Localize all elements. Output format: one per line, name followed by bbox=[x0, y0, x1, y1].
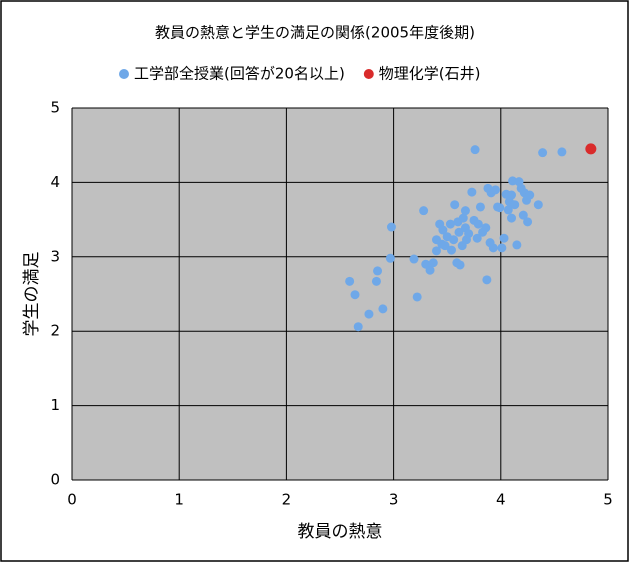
x-tick-label: 3 bbox=[389, 491, 399, 509]
x-tick-label: 2 bbox=[282, 491, 292, 509]
legend-marker bbox=[119, 69, 129, 79]
chart-title: 教員の熱意と学生の満足の関係(2005年度後期) bbox=[155, 24, 475, 42]
scatter-point bbox=[431, 246, 441, 256]
scatter-point bbox=[533, 200, 543, 210]
scatter-point bbox=[507, 213, 517, 223]
y-tick-label: 5 bbox=[50, 99, 60, 117]
scatter-point bbox=[497, 243, 507, 253]
y-axis-label: 学生の満足 bbox=[22, 252, 42, 337]
scatter-point bbox=[409, 254, 419, 264]
scatter-point bbox=[512, 240, 522, 250]
scatter-point bbox=[482, 275, 492, 285]
scatter-point bbox=[412, 292, 422, 302]
scatter-point bbox=[373, 266, 383, 276]
scatter-point bbox=[385, 253, 395, 263]
x-tick-label: 4 bbox=[496, 491, 506, 509]
scatter-point bbox=[450, 200, 460, 210]
y-tick-label: 1 bbox=[50, 396, 60, 414]
scatter-point bbox=[467, 187, 477, 197]
scatter-point bbox=[386, 222, 396, 232]
scatter-point bbox=[464, 229, 474, 239]
y-tick-label: 3 bbox=[50, 247, 60, 265]
scatter-point bbox=[510, 200, 520, 210]
scatter-point bbox=[470, 145, 480, 155]
plot-area bbox=[72, 108, 608, 480]
scatter-point bbox=[518, 210, 528, 220]
scatter-point bbox=[437, 239, 447, 249]
x-tick-label: 5 bbox=[603, 491, 613, 509]
scatter-point bbox=[490, 185, 500, 195]
scatter-point bbox=[472, 233, 482, 243]
scatter-point bbox=[364, 309, 374, 319]
scatter-point bbox=[438, 225, 448, 235]
y-tick-label: 2 bbox=[50, 322, 60, 340]
y-tick-label: 0 bbox=[50, 471, 60, 489]
legend-label: 工学部全授業(回答が20名以上) bbox=[134, 65, 345, 83]
scatter-point bbox=[378, 304, 388, 314]
scatter-point bbox=[475, 202, 485, 212]
x-axis-label: 教員の熱意 bbox=[298, 522, 383, 542]
scatter-point bbox=[525, 190, 535, 200]
scatter-point bbox=[353, 322, 363, 332]
scatter-point bbox=[460, 206, 470, 216]
scatter-point bbox=[488, 243, 498, 253]
scatter-point bbox=[449, 235, 459, 245]
x-tick-label: 1 bbox=[174, 491, 184, 509]
scatter-point bbox=[495, 203, 505, 213]
scatter-point bbox=[499, 233, 509, 243]
scatter-point bbox=[585, 143, 597, 155]
scatter-point bbox=[557, 147, 567, 157]
scatter-point bbox=[523, 217, 533, 227]
scatter-point bbox=[371, 276, 381, 286]
scatter-point bbox=[345, 276, 355, 286]
scatter-point bbox=[350, 290, 360, 300]
scatter-point bbox=[446, 245, 456, 255]
legend-marker bbox=[363, 69, 374, 79]
scatter-point bbox=[481, 223, 491, 233]
scatter-point bbox=[473, 219, 483, 229]
scatter-point bbox=[425, 265, 435, 275]
scatter-point bbox=[445, 219, 455, 229]
scatter-point bbox=[419, 206, 429, 216]
scatter-point bbox=[507, 190, 517, 200]
scatter-point bbox=[428, 258, 438, 268]
y-tick-label: 4 bbox=[50, 173, 60, 191]
scatter-point bbox=[454, 227, 464, 237]
scatter-point bbox=[453, 217, 463, 227]
scatter-point bbox=[538, 148, 548, 158]
legend-label: 物理化学(石井) bbox=[379, 65, 481, 83]
scatter-point bbox=[503, 205, 513, 215]
x-tick-label: 0 bbox=[67, 491, 77, 509]
scatter-point bbox=[455, 260, 465, 270]
